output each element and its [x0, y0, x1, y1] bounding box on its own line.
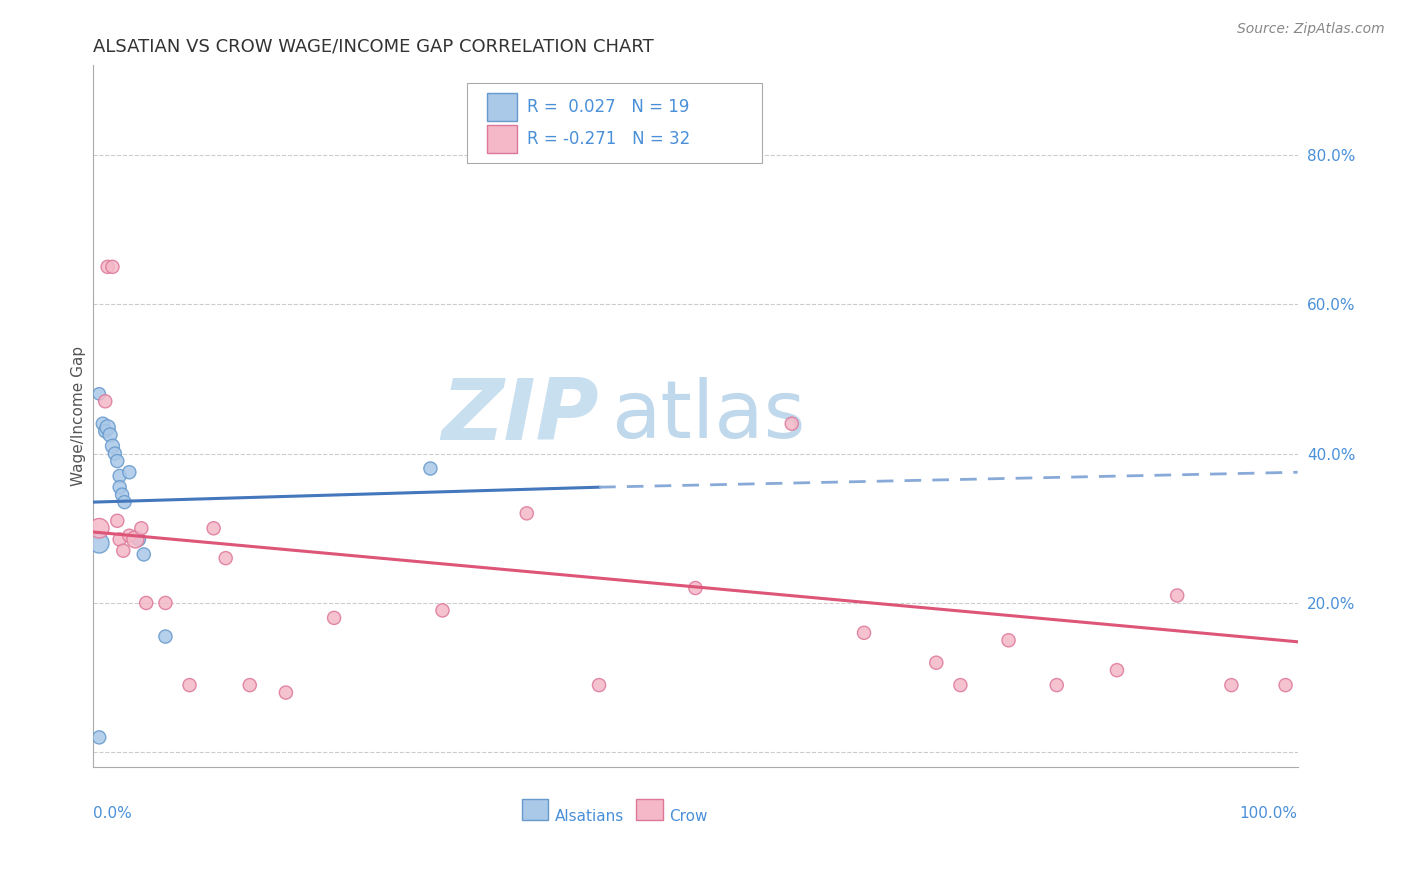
Point: [179, 678, 201, 692]
Point: [588, 678, 610, 692]
Point: [111, 488, 134, 502]
Point: [432, 603, 454, 617]
Point: [94, 424, 117, 438]
Point: [239, 678, 262, 692]
Text: ZIP: ZIP: [441, 375, 599, 458]
Text: 100.0%: 100.0%: [1240, 805, 1298, 821]
FancyBboxPatch shape: [486, 94, 517, 121]
Point: [1105, 663, 1128, 677]
Point: [128, 533, 150, 547]
Point: [101, 439, 124, 453]
Point: [118, 465, 141, 479]
Point: [1274, 678, 1296, 692]
Point: [89, 521, 111, 535]
Text: Source: ZipAtlas.com: Source: ZipAtlas.com: [1237, 22, 1385, 37]
Point: [108, 469, 131, 483]
Text: R = -0.271   N = 32: R = -0.271 N = 32: [527, 130, 690, 148]
Point: [89, 536, 111, 550]
Point: [135, 596, 157, 610]
Point: [1166, 589, 1188, 603]
Point: [274, 685, 297, 699]
FancyBboxPatch shape: [637, 799, 662, 820]
Point: [1046, 678, 1069, 692]
FancyBboxPatch shape: [522, 799, 548, 820]
FancyBboxPatch shape: [467, 83, 762, 163]
Text: Alsatians: Alsatians: [554, 809, 624, 824]
Point: [925, 656, 948, 670]
Point: [124, 533, 146, 547]
Y-axis label: Wage/Income Gap: Wage/Income Gap: [72, 346, 86, 486]
Point: [780, 417, 803, 431]
Point: [105, 454, 128, 468]
Point: [98, 428, 121, 442]
Point: [108, 480, 131, 494]
Point: [685, 581, 707, 595]
Point: [105, 514, 128, 528]
Text: Crow: Crow: [669, 809, 707, 824]
Point: [323, 611, 346, 625]
Point: [112, 543, 135, 558]
Point: [155, 596, 177, 610]
Point: [853, 625, 876, 640]
Point: [132, 548, 155, 562]
Point: [997, 633, 1019, 648]
Point: [104, 446, 127, 460]
Point: [114, 495, 136, 509]
Text: atlas: atlas: [612, 377, 806, 455]
Point: [202, 521, 225, 535]
Text: ALSATIAN VS CROW WAGE/INCOME GAP CORRELATION CHART: ALSATIAN VS CROW WAGE/INCOME GAP CORRELA…: [93, 37, 654, 55]
Point: [97, 260, 120, 274]
Text: 0.0%: 0.0%: [93, 805, 132, 821]
Text: R =  0.027   N = 19: R = 0.027 N = 19: [527, 98, 689, 116]
Point: [131, 521, 153, 535]
Point: [89, 731, 111, 745]
Point: [516, 506, 538, 520]
Point: [215, 551, 238, 566]
Point: [155, 630, 177, 644]
Point: [97, 420, 120, 434]
Point: [94, 394, 117, 409]
Point: [118, 529, 141, 543]
FancyBboxPatch shape: [486, 125, 517, 153]
Point: [89, 387, 111, 401]
Point: [101, 260, 124, 274]
Point: [91, 417, 114, 431]
Point: [949, 678, 972, 692]
Point: [108, 533, 131, 547]
Point: [1220, 678, 1243, 692]
Point: [419, 461, 441, 475]
